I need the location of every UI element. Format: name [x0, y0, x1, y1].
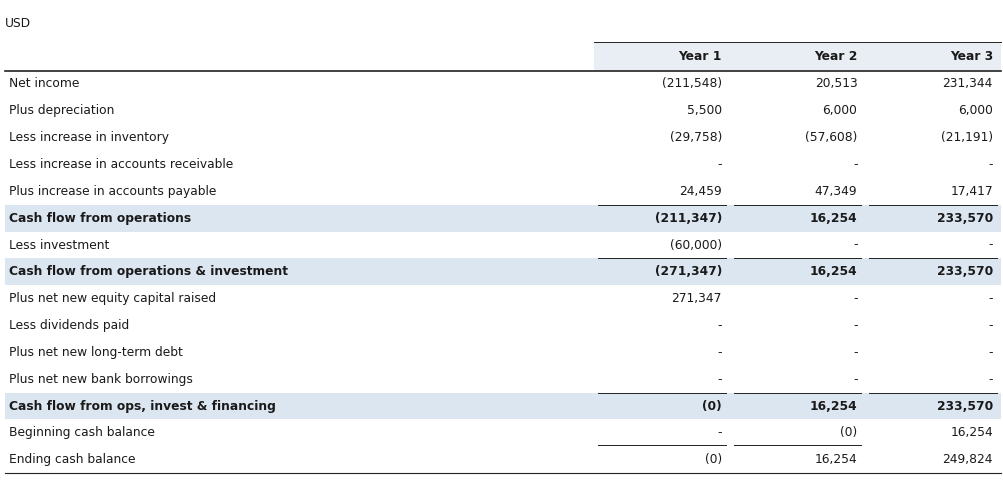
Text: -: - — [717, 158, 721, 171]
Text: Less dividends paid: Less dividends paid — [9, 319, 129, 332]
Text: 6,000: 6,000 — [821, 104, 857, 117]
Text: -: - — [988, 373, 992, 386]
Text: 233,570: 233,570 — [936, 265, 992, 278]
Text: 16,254: 16,254 — [809, 212, 857, 225]
Text: Less increase in accounts receivable: Less increase in accounts receivable — [9, 158, 233, 171]
Text: Beginning cash balance: Beginning cash balance — [9, 426, 154, 439]
Text: 233,570: 233,570 — [936, 212, 992, 225]
Text: -: - — [853, 346, 857, 359]
Text: Cash flow from operations & investment: Cash flow from operations & investment — [9, 265, 288, 278]
Text: Cash flow from operations: Cash flow from operations — [9, 212, 191, 225]
Bar — [5, 393, 1000, 419]
Text: -: - — [988, 292, 992, 305]
Text: (60,000): (60,000) — [669, 239, 721, 251]
Text: Less increase in inventory: Less increase in inventory — [9, 131, 169, 144]
Text: (0): (0) — [701, 400, 721, 413]
Text: 249,824: 249,824 — [942, 453, 992, 466]
Text: USD: USD — [5, 17, 31, 30]
Text: 233,570: 233,570 — [936, 400, 992, 413]
Text: -: - — [988, 158, 992, 171]
Text: -: - — [717, 319, 721, 332]
Text: -: - — [853, 292, 857, 305]
Text: -: - — [717, 426, 721, 439]
Text: -: - — [853, 158, 857, 171]
Text: -: - — [853, 373, 857, 386]
Text: (0): (0) — [840, 426, 857, 439]
Text: 271,347: 271,347 — [671, 292, 721, 305]
Text: Net income: Net income — [9, 78, 79, 90]
Text: 24,459: 24,459 — [678, 185, 721, 198]
Text: (271,347): (271,347) — [654, 265, 721, 278]
Text: 6,000: 6,000 — [957, 104, 992, 117]
Bar — [5, 205, 1000, 232]
Text: Plus increase in accounts payable: Plus increase in accounts payable — [9, 185, 217, 198]
Text: 5,500: 5,500 — [686, 104, 721, 117]
Bar — [594, 42, 1000, 71]
Text: Plus depreciation: Plus depreciation — [9, 104, 114, 117]
Text: Year 2: Year 2 — [813, 50, 857, 63]
Text: 20,513: 20,513 — [813, 78, 857, 90]
Text: (21,191): (21,191) — [940, 131, 992, 144]
Text: (57,608): (57,608) — [804, 131, 857, 144]
Text: Plus net new bank borrowings: Plus net new bank borrowings — [9, 373, 193, 386]
Text: Plus net new equity capital raised: Plus net new equity capital raised — [9, 292, 216, 305]
Text: -: - — [988, 346, 992, 359]
Bar — [5, 258, 1000, 285]
Text: 231,344: 231,344 — [942, 78, 992, 90]
Text: (29,758): (29,758) — [669, 131, 721, 144]
Text: Less investment: Less investment — [9, 239, 109, 251]
Text: Year 1: Year 1 — [678, 50, 721, 63]
Text: Plus net new long-term debt: Plus net new long-term debt — [9, 346, 183, 359]
Text: 16,254: 16,254 — [809, 400, 857, 413]
Text: 16,254: 16,254 — [813, 453, 857, 466]
Text: (211,548): (211,548) — [661, 78, 721, 90]
Text: -: - — [988, 319, 992, 332]
Text: Year 3: Year 3 — [949, 50, 992, 63]
Text: -: - — [717, 346, 721, 359]
Text: 47,349: 47,349 — [814, 185, 857, 198]
Text: 17,417: 17,417 — [950, 185, 992, 198]
Text: 16,254: 16,254 — [949, 426, 992, 439]
Text: (211,347): (211,347) — [654, 212, 721, 225]
Text: -: - — [717, 373, 721, 386]
Text: -: - — [988, 239, 992, 251]
Text: -: - — [853, 239, 857, 251]
Text: Cash flow from ops, invest & financing: Cash flow from ops, invest & financing — [9, 400, 276, 413]
Text: Ending cash balance: Ending cash balance — [9, 453, 135, 466]
Text: -: - — [853, 319, 857, 332]
Text: (0): (0) — [704, 453, 721, 466]
Text: 16,254: 16,254 — [809, 265, 857, 278]
